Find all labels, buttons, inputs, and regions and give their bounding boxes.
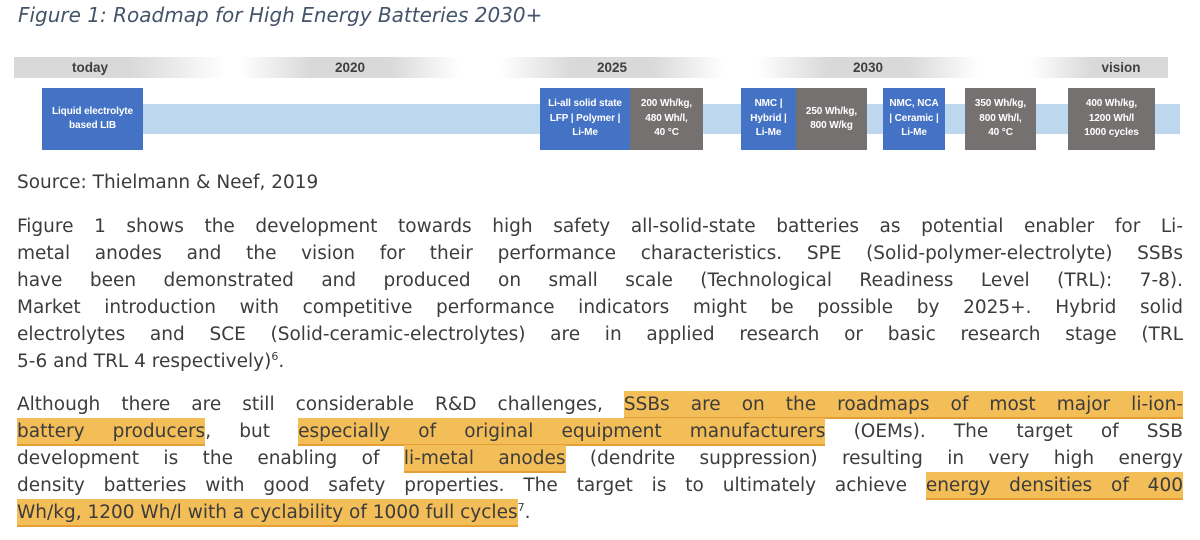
timeline-header-strip: today 2020 2025 2030 vision	[0, 57, 1200, 78]
text-segment: .	[278, 351, 285, 372]
text-segment: (dendrite suppression) resulting in very…	[565, 448, 1183, 469]
milestone-box: NMC, NCA | Ceramic | Li-Me	[883, 88, 945, 150]
text-segment: metal anodes and the vision for their pe…	[17, 243, 1183, 264]
text-line: Wh/kg, 1200 Wh/l with a cyclability of 1…	[17, 499, 1183, 526]
text-line: Although there are still considerable R&…	[17, 391, 1183, 418]
text-line: electrolytes and SCE (Solid-ceramic-elec…	[17, 321, 1183, 348]
text-segment: have been demonstrated and produced on s…	[17, 270, 1183, 291]
text-line: Market introduction with competitive per…	[17, 294, 1183, 321]
figure-caption: Figure 1: Roadmap for High Energy Batter…	[18, 3, 543, 27]
milestone-box: Li-all solid state LFP | Polymer | Li-Me	[540, 88, 630, 150]
text-line: development is the enabling of li-metal …	[17, 445, 1183, 472]
timeline-header-vision: vision	[1030, 57, 1168, 78]
timeline-header-label: 2020	[334, 60, 366, 75]
text-line: battery producers, but especially of ori…	[17, 418, 1183, 445]
milestone-box: 200 Wh/kg, 480 Wh/l, 40 °C	[630, 88, 703, 150]
text-segment: development is the enabling of	[17, 448, 404, 469]
text-segment: Although there are still considerable R&…	[17, 394, 624, 415]
milestone-box: 350 Wh/kg, 800 Wh/l, 40 °C	[965, 88, 1036, 150]
body-text: Figure 1 shows the development towards h…	[17, 213, 1183, 526]
milestone-box: 250 Wh/kg, 800 W/kg	[796, 88, 867, 150]
timeline-header-today: today	[14, 57, 226, 78]
timeline-figure: today 2020 2025 2030 vision Liquid electroly…	[0, 0, 1200, 165]
timeline-header-2030: 2030	[757, 57, 979, 78]
text-segment: density batteries with good safety prope…	[17, 475, 926, 496]
timeline-header-2025: 2025	[500, 57, 724, 78]
text-line: 5-6 and TRL 4 respectively)6.	[17, 348, 1183, 375]
footnote-ref: 6	[271, 349, 279, 363]
highlighted-text: battery producers	[17, 418, 206, 444]
text-segment: Figure 1 shows the development towards h…	[17, 216, 1183, 237]
text-segment: electrolytes and SCE (Solid-ceramic-elec…	[17, 324, 1183, 345]
highlighted-text: li-metal anodes	[403, 445, 566, 471]
timeline-header-label: 2025	[596, 60, 628, 75]
highlighted-text: especially of original equipment manufac…	[298, 418, 826, 444]
paragraph-2: Although there are still considerable R&…	[17, 391, 1183, 526]
timeline-header-label: today	[71, 60, 108, 75]
text-segment: .	[524, 502, 531, 523]
text-line: density batteries with good safety prope…	[17, 472, 1183, 499]
text-segment: 5-6 and TRL 4 respectively)	[17, 351, 272, 372]
text-line: Figure 1 shows the development towards h…	[17, 213, 1183, 240]
milestone-box: Liquid electrolyte based LIB	[42, 88, 143, 150]
footnote-ref: 7	[517, 500, 525, 514]
timeline-header-label: vision	[1101, 60, 1141, 75]
highlighted-text: energy densities of 400	[925, 472, 1183, 498]
milestone-box: NMC | Hybrid | Li-Me	[741, 88, 796, 150]
text-segment: , but	[205, 421, 299, 442]
timeline-header-label: 2030	[852, 60, 884, 75]
text-segment: Market introduction with competitive per…	[17, 297, 1183, 318]
highlighted-text: SSBs are on the roadmaps of most major l…	[623, 391, 1183, 417]
text-line: have been demonstrated and produced on s…	[17, 267, 1183, 294]
timeline-header-2020: 2020	[240, 57, 460, 78]
paragraph-1: Figure 1 shows the development towards h…	[17, 213, 1183, 375]
milestone-box: 400 Wh/kg, 1200 Wh/l 1000 cycles	[1068, 88, 1155, 150]
text-line: metal anodes and the vision for their pe…	[17, 240, 1183, 267]
text-segment: (OEMs). The target of SSB	[825, 421, 1183, 442]
highlighted-text: Wh/kg, 1200 Wh/l with a cyclability of 1…	[17, 499, 518, 525]
source-line: Source: Thielmann & Neef, 2019	[17, 172, 319, 193]
